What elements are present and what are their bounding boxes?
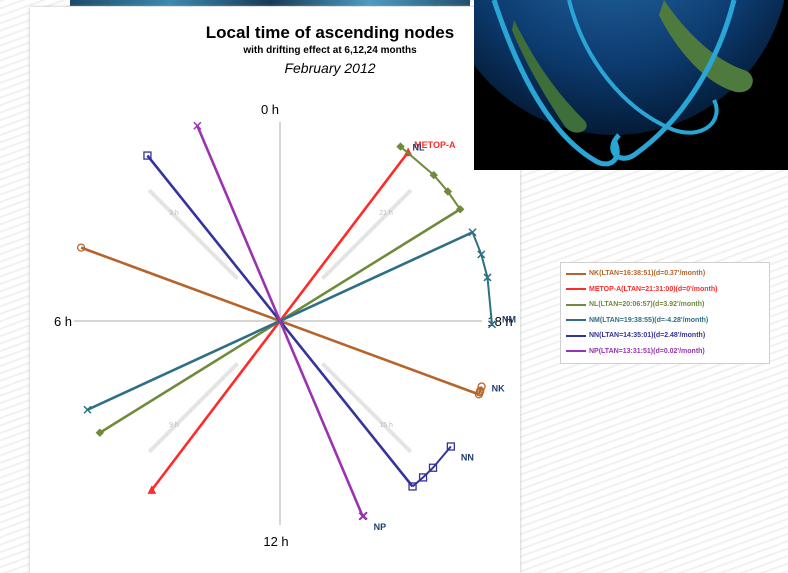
series-drift-marker-nn	[446, 442, 456, 451]
legend-swatch	[566, 303, 586, 306]
satellite-orbit-globe-image	[474, 0, 788, 170]
legend-label: NP(LTAN=13:31:51)(d=0.02'/month)	[589, 347, 705, 355]
legend-item-nl: NL(LTAN=20:06:57)(d=3.92'/month)	[566, 297, 764, 313]
inner-tick-label: 3 h	[169, 210, 179, 217]
series-drift-marker-nl	[429, 170, 438, 180]
series-drift-nl	[399, 145, 461, 210]
legend-item-nk: NK(LTAN=16:38:51)(d=0.37'/month)	[566, 266, 764, 282]
series-tag-nl: NL	[413, 143, 425, 153]
series-marker-np-opposite	[193, 121, 202, 130]
legend-swatch	[566, 272, 586, 275]
series-line-np	[196, 125, 364, 517]
series-drift-nn	[411, 445, 452, 488]
inner-tick-label: 21 h	[379, 210, 393, 217]
chart-title: Local time of ascending nodes	[205, 23, 455, 42]
series-drift-marker-nl	[396, 142, 405, 151]
series-tag-np: NP	[374, 522, 387, 532]
legend-label: NL(LTAN=20:06:57)(d=3.92'/month)	[589, 301, 705, 309]
guide-diagonal-15h	[321, 362, 413, 454]
chart-legend: NK(LTAN=16:38:51)(d=0.37'/month) METOP-A(…	[560, 262, 770, 364]
legend-item-np: NP(LTAN=13:31:51)(d=0.02'/month)	[566, 344, 764, 360]
guide-diagonal-21h	[321, 188, 413, 280]
legend-swatch	[566, 288, 586, 291]
legend-swatch	[566, 350, 586, 353]
legend-swatch	[566, 334, 586, 337]
series-marker-nn-opposite	[143, 151, 152, 160]
chart-date: February 2012	[284, 60, 376, 76]
chart-panel	[30, 7, 520, 573]
legend-label: NK(LTAN=16:38:51)(d=0.37'/month)	[589, 270, 706, 278]
chart-subtitle: with drifting effect at 6,12,24 months	[243, 45, 417, 56]
series-drift-marker-nk	[477, 382, 486, 391]
inner-tick-label: 15 h	[379, 422, 393, 429]
series-tag-nm: NM	[502, 314, 516, 324]
hour-label-bottom: 12 h	[263, 534, 288, 549]
series-drift-marker-nn	[418, 473, 428, 482]
series-marker-nm	[468, 228, 477, 237]
legend-label: NM(LTAN=19:38:55)(d=-4.28'/month)	[589, 316, 709, 324]
legend-item-metop-a: METOP-A(LTAN=21:31:00)(d=0'/month)	[566, 282, 764, 298]
legend-label: NN(LTAN=14:35:01)(d=2.48'/month)	[589, 332, 706, 340]
series-marker-nk-opposite	[76, 243, 86, 252]
legend-label: METOP-A(LTAN=21:31:00)(d=0'/month)	[589, 285, 718, 293]
series-drift-marker-nk	[476, 386, 485, 395]
series-drift-marker-nl	[443, 187, 453, 196]
header-image-strip	[70, 0, 470, 6]
hour-label-top: 0 h	[261, 102, 279, 117]
series-tag-metop-a: METOP-A	[414, 140, 456, 150]
series-drift-marker-nm	[477, 250, 486, 259]
series-drift-marker-np	[359, 511, 368, 520]
series-marker-metop-a-opposite	[147, 485, 157, 494]
series-marker-nl-opposite	[95, 428, 105, 437]
series-tag-nn: NN	[461, 453, 474, 463]
series-drift-marker-nm	[487, 320, 497, 329]
series-drift-nm	[471, 231, 493, 325]
legend-item-nm: NM(LTAN=19:38:55)(d=-4.28'/month)	[566, 313, 764, 329]
series-drift-marker-nm	[483, 273, 492, 282]
series-marker-nm-opposite	[83, 405, 92, 414]
legend-item-nn: NN(LTAN=14:35:01)(d=2.48'/month)	[566, 328, 764, 344]
series-marker-nn	[408, 482, 417, 491]
guide-diagonal-9h	[147, 362, 239, 454]
legend-swatch	[566, 319, 586, 322]
inner-tick-label: 9 h	[169, 422, 179, 429]
series-tag-nk: NK	[492, 384, 505, 394]
hour-label-left: 6 h	[54, 314, 72, 329]
series-drift-marker-nn	[428, 463, 438, 472]
guide-diagonal-3h	[147, 188, 239, 280]
